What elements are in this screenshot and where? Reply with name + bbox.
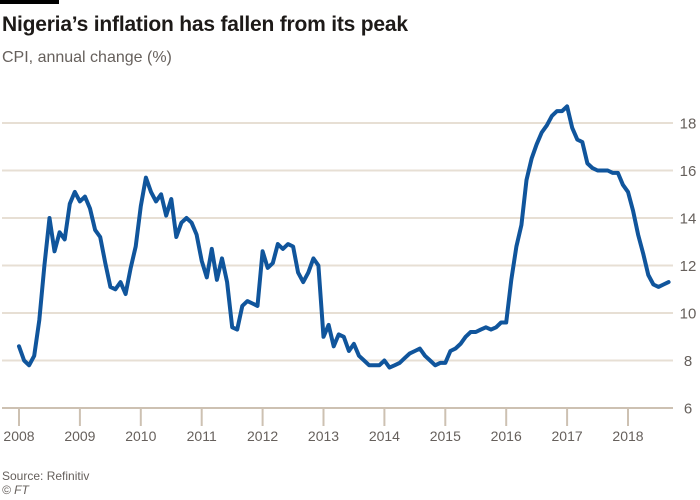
x-axis-label: 2014 xyxy=(369,428,400,444)
y-axis-label: 10 xyxy=(680,306,697,323)
y-axis-label: 6 xyxy=(684,401,692,418)
chart-subtitle: CPI, annual change (%) xyxy=(2,49,172,66)
x-axis-label: 2015 xyxy=(430,428,461,444)
x-axis-label: 2010 xyxy=(125,428,156,444)
y-axis-label: 18 xyxy=(680,116,697,133)
y-axis-label: 16 xyxy=(680,163,697,180)
x-axis-label: 2016 xyxy=(491,428,522,444)
x-axis-label: 2009 xyxy=(64,428,95,444)
accent-bar xyxy=(0,0,59,4)
inflation-line xyxy=(17,104,671,370)
x-axis-label: 2008 xyxy=(3,428,34,444)
y-axis-label: 8 xyxy=(684,353,692,370)
x-axis-label: 2018 xyxy=(612,428,643,444)
x-axis-label: 2011 xyxy=(187,428,217,444)
ft-copyright: © FT xyxy=(2,483,29,497)
x-axis-label: 2012 xyxy=(247,428,278,444)
x-axis-label: 2017 xyxy=(552,428,583,444)
x-axis-label: 2013 xyxy=(308,428,339,444)
y-axis-label: 12 xyxy=(680,258,697,275)
source-note: Source: Refinitiv xyxy=(2,469,90,483)
y-axis-label: 14 xyxy=(680,211,697,228)
chart-title: Nigeria’s inflation has fallen from its … xyxy=(2,13,408,36)
